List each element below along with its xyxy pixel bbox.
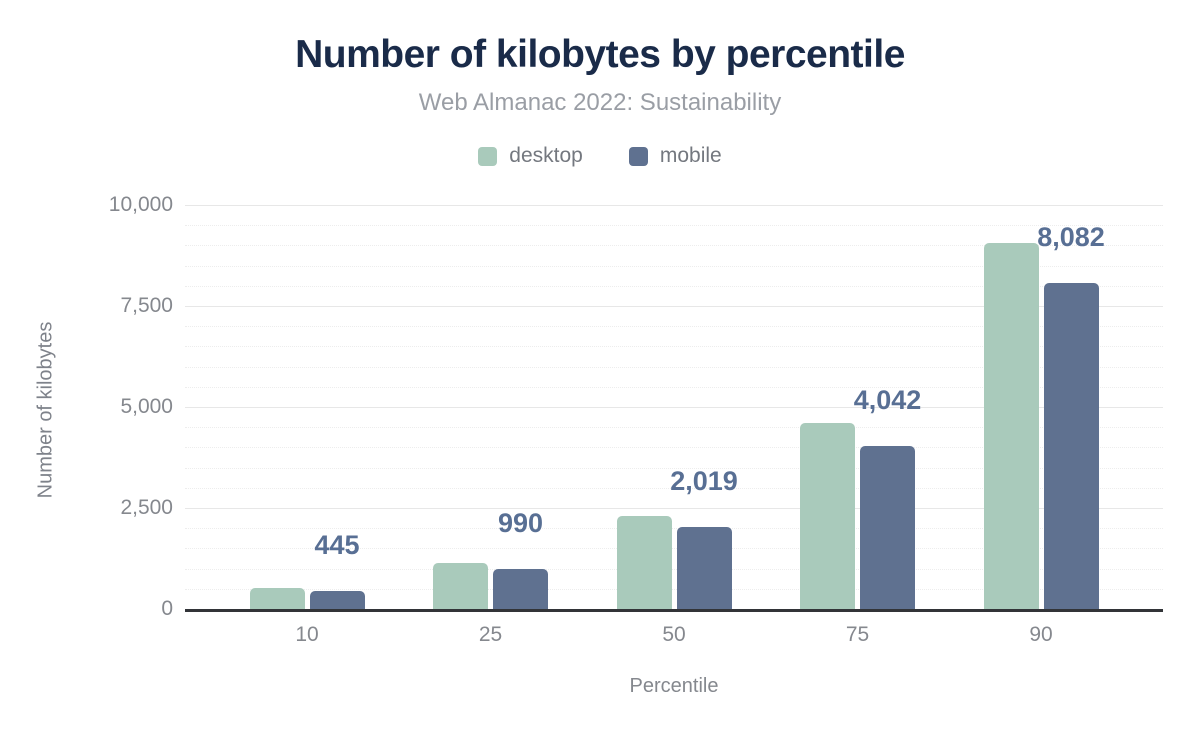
bar-mobile-10 — [309, 591, 365, 609]
minor-gridline-5500 — [185, 386, 1163, 388]
bar-desktop-75 — [800, 422, 855, 609]
legend-label-mobile: mobile — [659, 144, 722, 167]
minor-gridline-9000 — [185, 245, 1163, 247]
chart-subtitle: Web Almanac 2022: Sustainability — [418, 89, 782, 116]
y-tick-2500: 2,500 — [120, 496, 173, 519]
minor-gridline-2000 — [185, 528, 1163, 530]
major-gridline-10000 — [185, 205, 1163, 206]
chart-title: Number of kilobytes by percentile — [295, 33, 905, 76]
minor-gridline-3000 — [185, 487, 1163, 489]
minor-gridline-4500 — [185, 427, 1163, 429]
bar-mobile-75 — [860, 445, 915, 609]
minor-gridline-1500 — [185, 548, 1163, 550]
bar-value-label-90: 8,082 — [1037, 221, 1105, 252]
x-tick-75: 75 — [845, 623, 870, 646]
legend-swatch-desktop — [478, 146, 498, 166]
y-tick-7500: 7,500 — [120, 294, 173, 317]
legend-swatch-mobile — [628, 146, 648, 166]
x-tick-25: 25 — [478, 623, 503, 646]
y-tick-0: 0 — [161, 597, 173, 620]
y-tick-10000: 10,000 — [108, 193, 173, 216]
major-gridline-7500 — [185, 306, 1163, 307]
bar-desktop-50 — [616, 515, 672, 609]
minor-gridline-6000 — [185, 366, 1163, 368]
y-axis-title: Number of kilobytes — [34, 321, 57, 499]
x-tick-90: 90 — [1029, 623, 1053, 646]
bar-desktop-90 — [983, 242, 1039, 609]
minor-gridline-8500 — [185, 265, 1163, 267]
legend-item-mobile: mobile — [628, 144, 722, 168]
bar-desktop-10 — [249, 588, 305, 609]
bar-mobile-25 — [493, 569, 548, 609]
bar-desktop-25 — [433, 562, 488, 609]
minor-gridline-4000 — [185, 447, 1163, 449]
plot-area: 0 2,500 5,000 7,500 10,000 445 10 990 25 2,019 50 4… — [109, 193, 1163, 646]
bar-value-label-25: 990 — [497, 508, 544, 539]
legend: desktop mobile — [0, 144, 1200, 168]
legend-label-desktop: desktop — [509, 144, 583, 167]
legend-item-desktop: desktop — [478, 144, 583, 168]
minor-gridline-6500 — [185, 346, 1163, 348]
bar-mobile-90 — [1043, 282, 1099, 609]
minor-gridline-1000 — [185, 568, 1163, 570]
minor-gridline-9500 — [185, 225, 1163, 227]
major-gridline-2500 — [185, 508, 1163, 509]
minor-gridline-8000 — [185, 285, 1163, 287]
x-tick-50: 50 — [662, 623, 686, 646]
bar-value-label-10: 445 — [314, 530, 360, 561]
minor-gridline-3500 — [185, 467, 1163, 469]
minor-gridline-500 — [185, 588, 1163, 590]
y-tick-5000: 5,000 — [120, 395, 173, 418]
bar-value-label-50: 2,019 — [670, 466, 738, 497]
major-gridline-5000 — [185, 407, 1163, 408]
x-tick-10: 10 — [295, 623, 319, 646]
bar-value-label-75: 4,042 — [853, 384, 922, 415]
bar-mobile-50 — [676, 527, 732, 609]
minor-gridline-7000 — [185, 326, 1163, 328]
x-axis-title: Percentile — [629, 675, 719, 697]
